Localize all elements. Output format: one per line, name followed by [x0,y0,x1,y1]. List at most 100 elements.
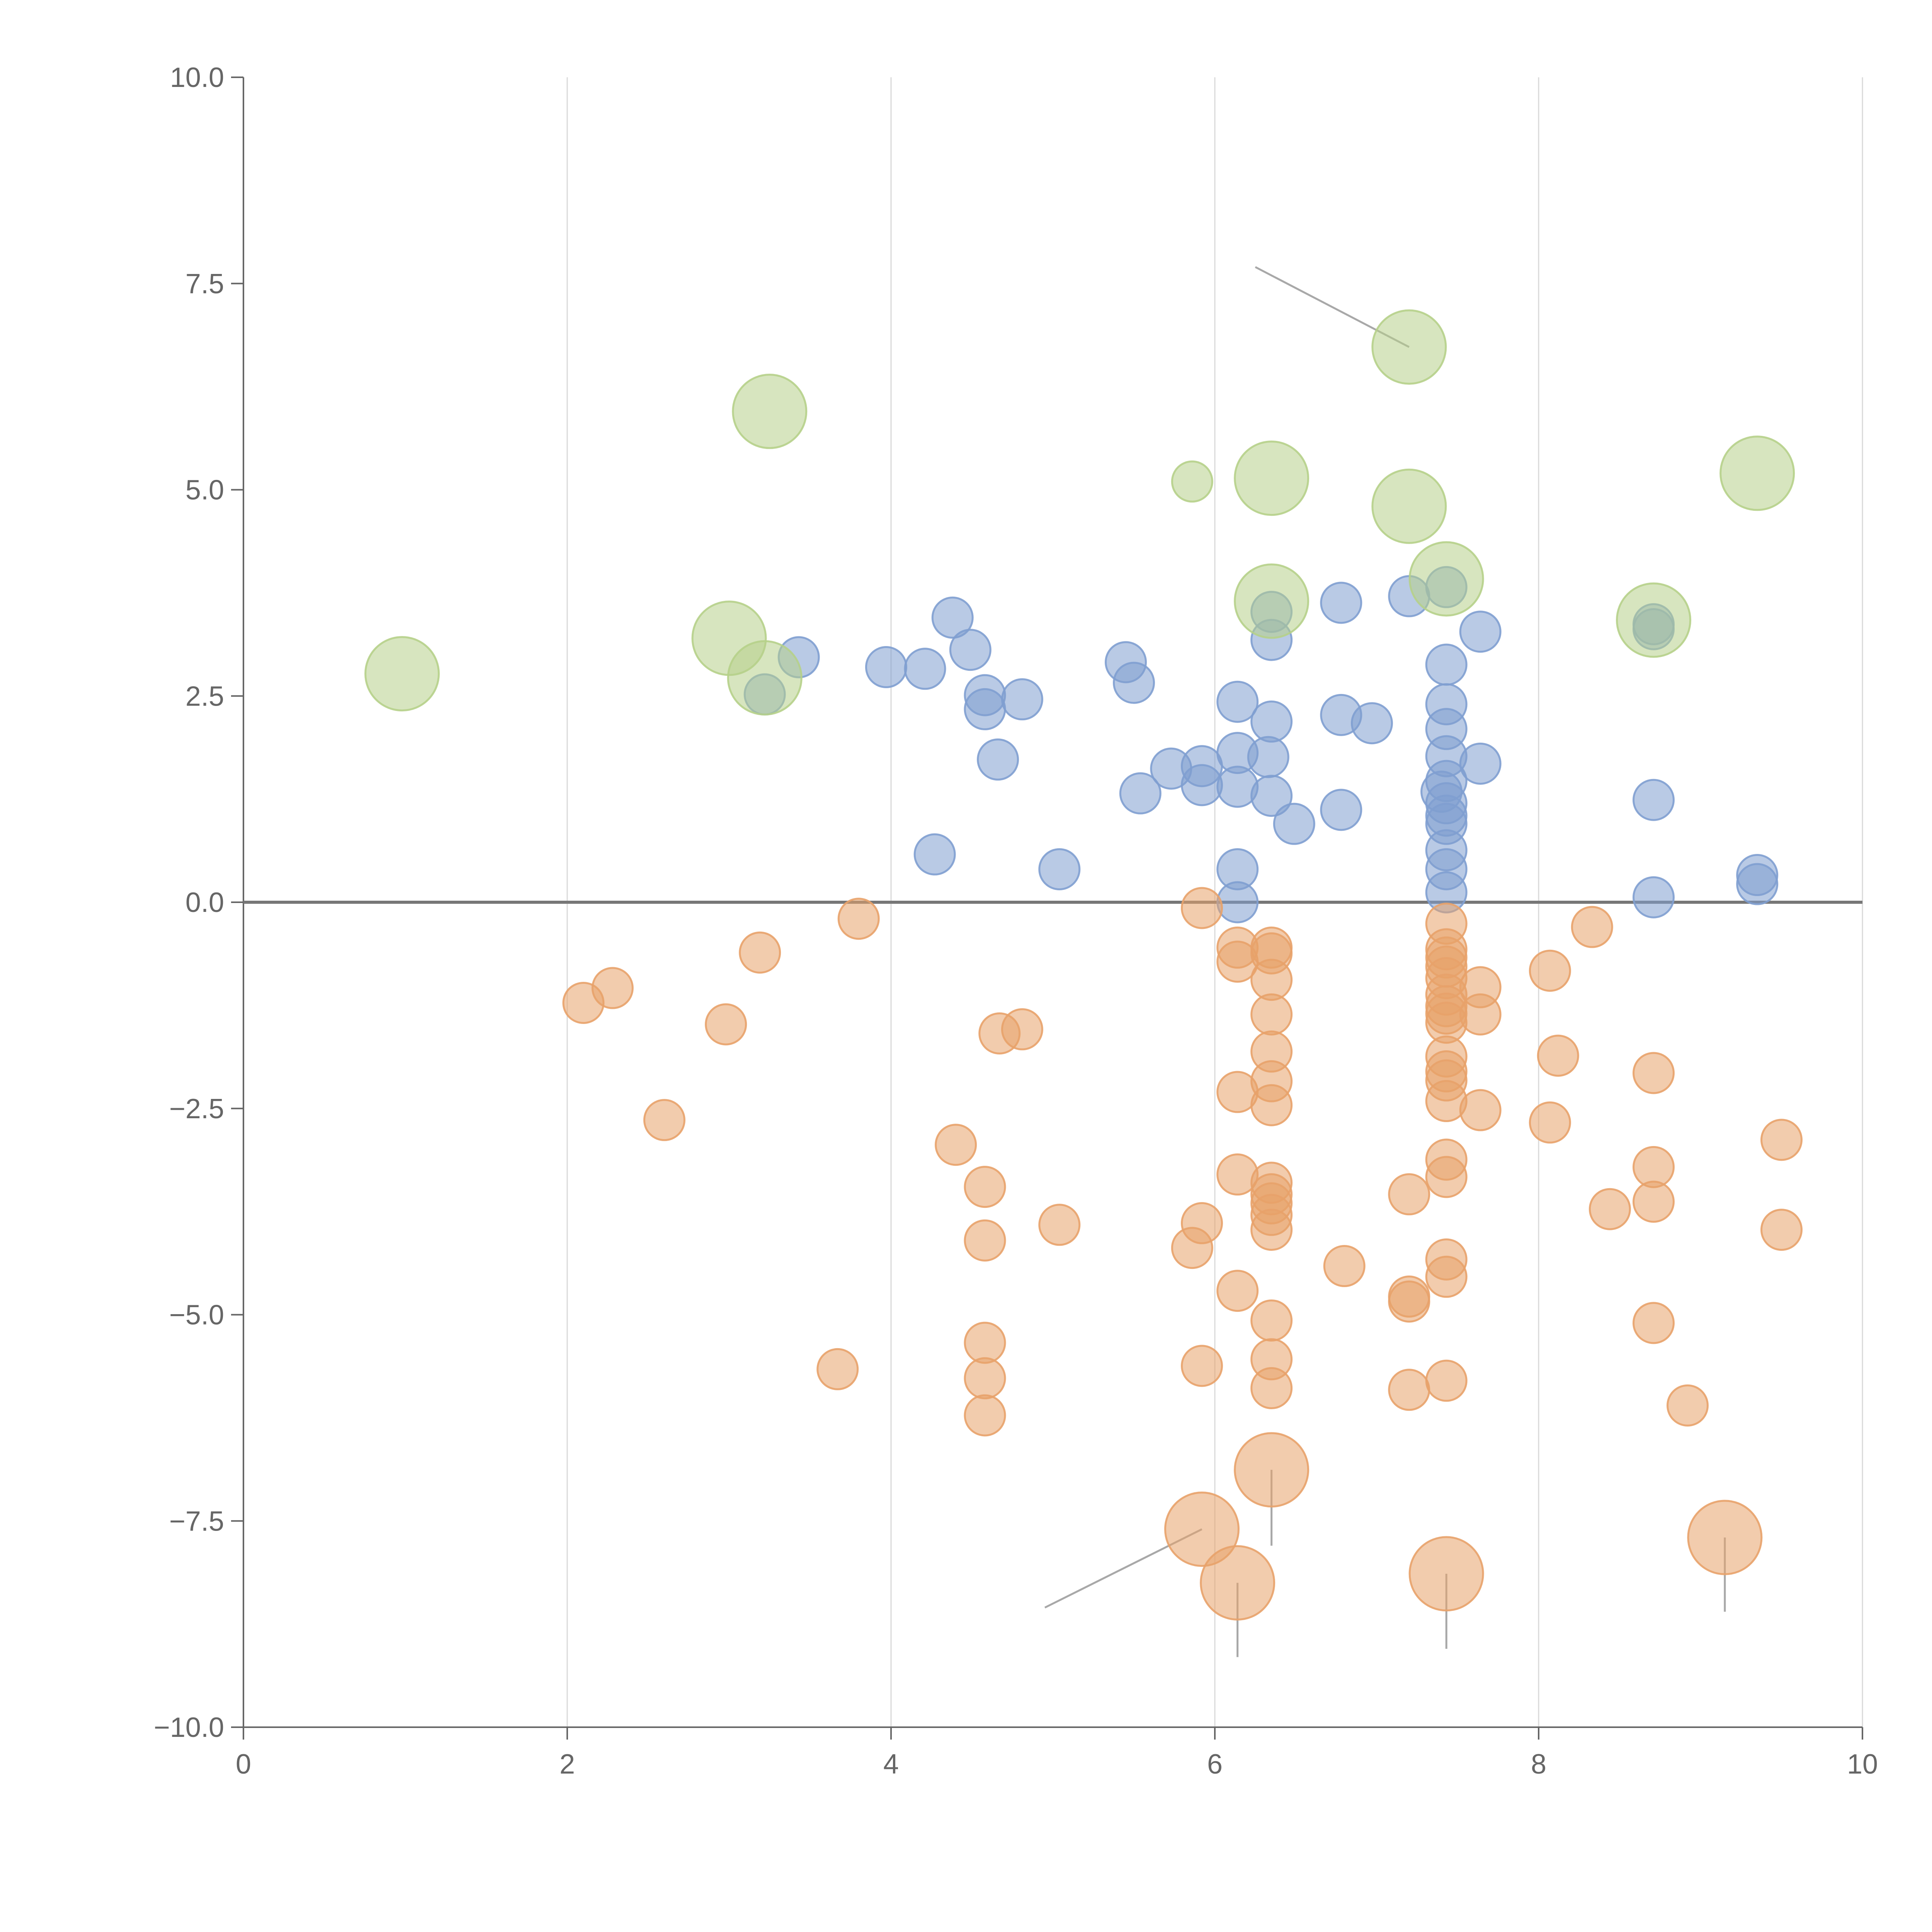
positive-point [1320,582,1362,624]
y-tick-label: −2.5 [169,1094,224,1124]
positive-point [1180,764,1223,806]
highlight-point [727,640,803,716]
highlight-point [1719,435,1795,511]
highlight-point [1408,541,1484,617]
positive-point [964,688,1006,730]
positive-point [1320,789,1362,831]
positive-point [1350,702,1393,745]
annotation-layer [1044,266,1726,1657]
negative-point [935,1124,977,1166]
positive-point [1250,775,1293,817]
negative-point [1038,1204,1081,1246]
y-tick-label: −5.0 [169,1300,224,1331]
positive-point [1632,779,1675,821]
positive-point [1119,772,1162,815]
x-tick-label: 6 [1207,1749,1223,1780]
y-tick-label: −7.5 [169,1506,224,1537]
negative-point [1571,906,1613,948]
negative-point [1250,993,1293,1036]
negative-point [1588,1188,1631,1230]
y-tick-label: 0.0 [185,887,224,918]
negative-point [1250,1084,1293,1126]
negative-point [1760,1209,1803,1251]
negative-point [591,967,634,1009]
positive-point [1459,742,1502,785]
highlight-point [364,636,440,712]
positive-point [1632,876,1675,918]
highlight-point [1234,563,1310,639]
y-tick-label: 2.5 [185,681,224,712]
negative-large-point [1164,1492,1240,1567]
negative-point [1760,1119,1803,1161]
positive-point [1113,662,1155,704]
positive-point [977,738,1019,781]
positive-point [1459,611,1502,653]
negative-point [1529,1101,1571,1144]
negative-point [964,1321,1006,1364]
negative-large-point [1687,1500,1763,1575]
positive-point [949,629,992,671]
negative-point [1425,1255,1468,1298]
negative-point [705,1003,747,1046]
positive-point [1736,863,1779,905]
negative-point [1459,993,1502,1036]
positive-point [1001,678,1043,721]
negative-point [1180,1202,1223,1245]
x-tick-label: 8 [1531,1749,1546,1780]
negative-point [1180,1345,1223,1387]
point-layer [364,309,1803,1621]
negative-point [816,1348,859,1390]
highlight-point [1616,582,1691,658]
negative-point [1425,1359,1468,1402]
negative-point [1216,1270,1259,1312]
negative-point [1388,1173,1430,1216]
negative-point [1388,1280,1430,1323]
x-tick-label: 4 [883,1749,899,1780]
negative-point [1537,1034,1579,1077]
highlight-point [1371,468,1447,544]
negative-point [964,1394,1006,1437]
negative-point [1388,1369,1430,1411]
negative-point [1001,1008,1043,1051]
negative-point [1180,887,1223,929]
negative-point [643,1099,685,1141]
axis-layer [231,77,1863,1740]
negative-point [837,898,880,940]
x-tick-label: 2 [560,1749,575,1780]
positive-point [1425,643,1468,686]
y-tick-label: −10.0 [154,1712,224,1743]
negative-point [964,1219,1006,1262]
negative-point [964,1357,1006,1400]
negative-large-point [1200,1545,1276,1621]
positive-point [865,646,907,689]
positive-point [904,648,946,690]
negative-large-point [1408,1536,1484,1612]
positive-point [1216,680,1259,723]
negative-point [1632,1052,1675,1094]
y-tick-label: 5.0 [185,475,224,506]
y-tick-label: 7.5 [185,269,224,299]
positive-point [1247,736,1289,778]
highlight-point [1371,309,1447,385]
negative-large-point [1234,1432,1310,1508]
negative-point [1250,1299,1293,1342]
positive-point [1250,700,1293,743]
negative-point [1529,949,1571,992]
negative-point [1323,1245,1366,1287]
negative-point [1250,1367,1293,1410]
positive-point [1038,848,1081,891]
highlight-point [1234,440,1310,516]
negative-point [1250,1209,1293,1251]
tick-label-layer: 10.0 7.5 5.0 2.5 0.0 −2.5 −5.0 −7.5 −10.0 0 2 4 6 8 10 [154,62,1878,1780]
positive-point [931,596,974,639]
highlight-point [732,374,808,449]
positive-point [1273,803,1315,845]
negative-point [739,931,781,974]
negative-point [964,1166,1006,1208]
highlight-small-point [1171,460,1213,503]
x-tick-label: 0 [236,1749,251,1780]
negative-point [1632,1302,1675,1344]
negative-point [1425,1156,1468,1198]
